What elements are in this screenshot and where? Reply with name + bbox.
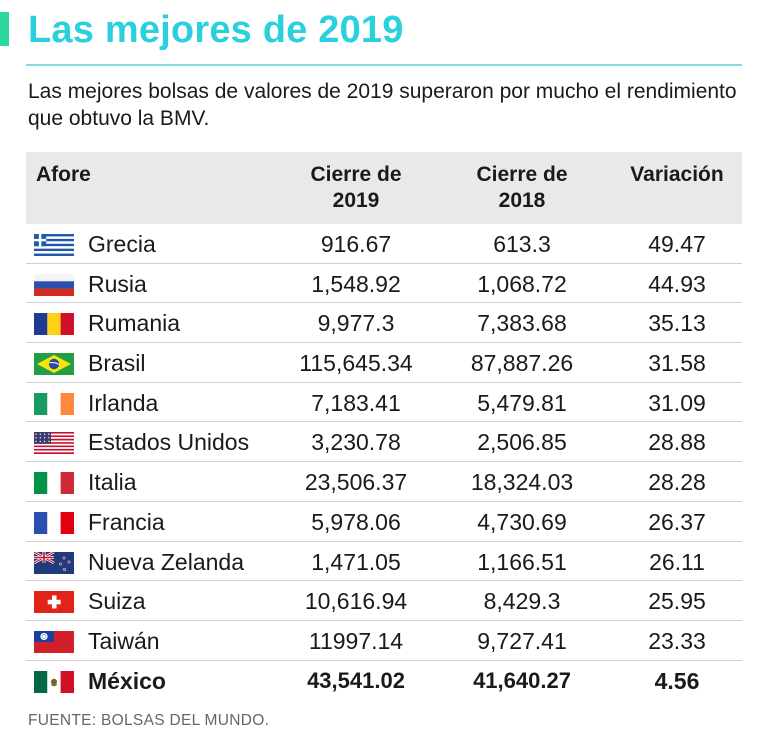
header-cierre-2019-line1: Cierre de	[310, 163, 402, 186]
value-cierre-2018: 9,727.41	[477, 627, 567, 654]
header-cierre-2019-line2: 2019	[332, 189, 380, 212]
value-cierre-2019: 916.67	[320, 231, 392, 257]
value-cierre-2018: 2,506.85	[477, 429, 567, 456]
value-variacion: 26.11	[649, 548, 705, 575]
table-row: Estados Unidos 3,230.78 2,506.85 28.88	[26, 422, 742, 463]
header-afore: Afore	[36, 163, 91, 186]
country-name: Rumania	[88, 310, 181, 337]
table-row: Rusia 1,548.92 1,068.72 44.93	[26, 264, 742, 304]
country-name: Brasil	[88, 350, 146, 377]
value-variacion: 26.37	[648, 508, 706, 535]
table-header: Afore Cierre de 2019 Cierre de 2018 Vari…	[26, 152, 742, 224]
value-variacion: 49.47	[648, 231, 706, 257]
value-variacion: 28.28	[648, 469, 706, 496]
country-name: Suiza	[88, 588, 146, 615]
russia-flag-icon	[34, 273, 74, 296]
table-row: Suiza 10,616.94 8,429.3 25.95	[26, 581, 742, 621]
country-name: Estados Unidos	[88, 429, 250, 456]
header-cierre-2018-line2: 2018	[498, 189, 546, 212]
value-cierre-2019: 115,645.34	[299, 350, 413, 377]
value-cierre-2018: 87,887.26	[470, 350, 574, 377]
table-row: Francia 5,978.06 4,730.69 26.37	[26, 502, 742, 542]
country-name: Irlanda	[88, 389, 159, 416]
country-name: Italia	[88, 469, 137, 496]
value-cierre-2018: 613.3	[493, 231, 551, 257]
country-name: Nueva Zelanda	[88, 548, 244, 575]
subtitle: Las mejores bolsas de valores de 2019 su…	[28, 80, 737, 130]
source-note: FUENTE: BOLSAS DEL MUNDO.	[28, 712, 270, 729]
value-cierre-2019: 9,977.3	[317, 310, 395, 337]
value-variacion: 23.33	[648, 627, 706, 654]
ireland-flag-icon	[34, 392, 74, 415]
table-row: Nueva Zelanda 1,471.05 1,166.51 26.11	[26, 542, 742, 582]
country-name: Rusia	[88, 270, 147, 297]
value-cierre-2018: 18,324.03	[470, 469, 574, 496]
value-cierre-2019: 10,616.94	[304, 588, 408, 615]
table-row: Brasil 115,645.34 87,887.26 31.58	[26, 343, 742, 383]
value-variacion: 31.58	[648, 350, 706, 377]
switzerland-flag-icon	[34, 591, 74, 614]
brazil-flag-icon	[34, 353, 74, 376]
value-variacion: 4.56	[654, 667, 700, 694]
header-cierre-2019: Cierre de 2019	[286, 162, 426, 214]
table-row: Grecia 916.67 613.3 49.47	[26, 224, 742, 264]
value-cierre-2018: 41,640.27	[473, 667, 571, 693]
value-cierre-2019: 5,978.06	[311, 508, 401, 535]
country-name: Francia	[88, 508, 165, 535]
accent-bar	[0, 12, 9, 46]
value-cierre-2018: 7,383.68	[477, 310, 567, 337]
page-title: Las mejores de 2019	[28, 9, 404, 51]
table-row: Taiwán 11997.14 9,727.41 23.33	[26, 621, 742, 661]
header-cierre-2018-line1: Cierre de	[476, 163, 568, 186]
value-cierre-2019: 1,471.05	[311, 548, 401, 575]
new-zealand-flag-icon	[34, 551, 74, 574]
header-cierre-2018: Cierre de 2018	[452, 162, 592, 214]
header-variacion: Variación	[630, 163, 724, 186]
value-cierre-2019: 23,506.37	[304, 469, 408, 496]
value-cierre-2019: 11997.14	[308, 627, 404, 654]
title-divider	[26, 64, 742, 66]
value-cierre-2018: 1,068.72	[477, 270, 567, 297]
country-name: México	[88, 667, 166, 694]
value-variacion: 35.13	[648, 310, 706, 337]
table-row: México 43,541.02 41,640.27 4.56	[26, 661, 742, 701]
value-cierre-2019: 7,183.41	[311, 389, 401, 416]
greece-flag-icon	[34, 234, 74, 256]
taiwan-flag-icon	[34, 630, 74, 653]
romania-flag-icon	[34, 313, 74, 336]
value-cierre-2019: 1,548.92	[311, 270, 401, 297]
value-variacion: 28.88	[648, 429, 706, 456]
table-row: Rumania 9,977.3 7,383.68 35.13	[26, 303, 742, 344]
value-cierre-2019: 3,230.78	[311, 429, 401, 456]
value-cierre-2018: 5,479.81	[477, 389, 567, 416]
value-variacion: 31.09	[648, 389, 706, 416]
value-cierre-2018: 1,166.51	[477, 548, 567, 575]
france-flag-icon	[34, 511, 74, 534]
value-cierre-2019: 43,541.02	[307, 667, 405, 693]
value-variacion: 25.95	[648, 588, 706, 615]
mexico-flag-icon	[34, 670, 74, 693]
value-cierre-2018: 4,730.69	[477, 508, 567, 535]
value-variacion: 44.93	[648, 270, 706, 297]
table-row: Italia 23,506.37 18,324.03 28.28	[26, 462, 742, 502]
table-row: Irlanda 7,183.41 5,479.81 31.09	[26, 383, 742, 423]
table-body: Grecia 916.67 613.3 49.47 Rusia 1,548.92 1,068…	[26, 224, 742, 700]
italy-flag-icon	[34, 472, 74, 495]
usa-flag-icon	[34, 432, 74, 455]
value-cierre-2018: 8,429.3	[483, 588, 561, 615]
country-name: Taiwán	[88, 627, 160, 654]
stock-table: Afore Cierre de 2019 Cierre de 2018 Vari…	[26, 152, 742, 700]
country-name: Grecia	[88, 231, 156, 257]
